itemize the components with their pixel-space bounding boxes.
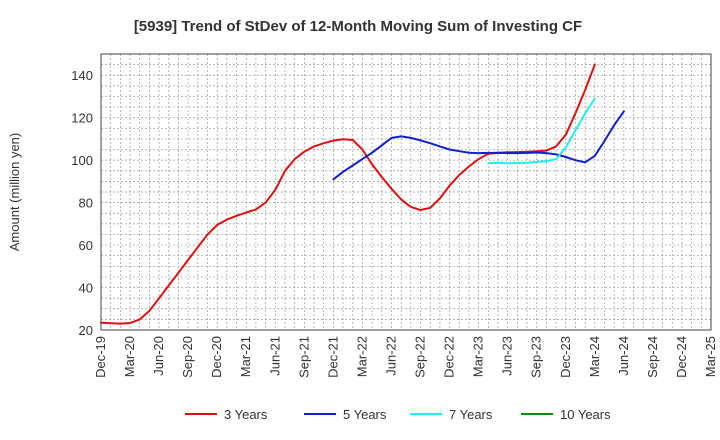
- legend: 3 Years 5 Years 7 Years 10 Years: [185, 407, 611, 422]
- x-tick-label: Jun-21: [267, 336, 282, 376]
- legend-item: 10 Years: [521, 407, 611, 422]
- y-tick-labels: 20 40 60 80 100 120 140: [71, 68, 93, 338]
- y-tick-label: 60: [79, 238, 93, 253]
- x-tick-label: Sep-23: [529, 336, 544, 378]
- x-tick-label: Mar-21: [238, 336, 253, 377]
- legend-label: 10 Years: [560, 407, 611, 422]
- chart-title: [5939] Trend of StDev of 12-Month Moving…: [134, 18, 582, 35]
- x-tick-label: Mar-23: [471, 336, 486, 377]
- legend-label: 5 Years: [343, 407, 387, 422]
- x-tick-label: Dec-21: [325, 336, 340, 378]
- x-tick-label: Jun-23: [500, 336, 515, 376]
- x-tick-label: Mar-24: [587, 336, 602, 377]
- legend-label: 3 Years: [224, 407, 268, 422]
- vertical-gridlines: [100, 54, 712, 330]
- x-tick-label: Dec-22: [442, 336, 457, 378]
- horizontal-gridlines: [101, 53, 711, 331]
- y-tick-label: 100: [71, 153, 93, 168]
- x-tick-label: Dec-19: [93, 336, 108, 378]
- series-line-2: [332, 110, 625, 181]
- legend-label: 7 Years: [449, 407, 493, 422]
- x-tick-label: Sep-21: [296, 336, 311, 378]
- plot-area: [100, 53, 712, 331]
- x-tick-label: Mar-25: [703, 336, 718, 377]
- x-tick-label: Dec-20: [209, 336, 224, 378]
- x-tick-label: Dec-23: [558, 336, 573, 378]
- y-tick-label: 120: [71, 111, 93, 126]
- x-tick-labels: Dec-19 Mar-20 Jun-20 Sep-20 Dec-20 Mar-21 Jun-…: [93, 336, 718, 378]
- series-line-3: [487, 97, 596, 165]
- y-tick-label: 40: [79, 281, 93, 296]
- plot-frame: [100, 53, 712, 331]
- series-layer: [100, 63, 625, 325]
- y-tick-label: 80: [79, 196, 93, 211]
- x-tick-label: Jun-24: [616, 336, 631, 376]
- x-tick-label: Dec-24: [674, 336, 689, 378]
- x-tick-label: Jun-20: [151, 336, 166, 376]
- legend-item: 3 Years: [185, 407, 268, 422]
- x-tick-label: Sep-22: [413, 336, 428, 378]
- legend-item: 5 Years: [304, 407, 387, 422]
- y-axis-label: Amount (million yen): [7, 133, 22, 252]
- legend-item: 7 Years: [410, 407, 493, 422]
- x-tick-label: Jun-22: [383, 336, 398, 376]
- x-tick-label: Sep-24: [645, 336, 660, 378]
- x-tick-label: Mar-20: [122, 336, 137, 377]
- y-tick-label: 140: [71, 68, 93, 83]
- x-tick-label: Mar-22: [354, 336, 369, 377]
- x-tick-label: Sep-20: [180, 336, 195, 378]
- y-tick-label: 20: [79, 323, 93, 338]
